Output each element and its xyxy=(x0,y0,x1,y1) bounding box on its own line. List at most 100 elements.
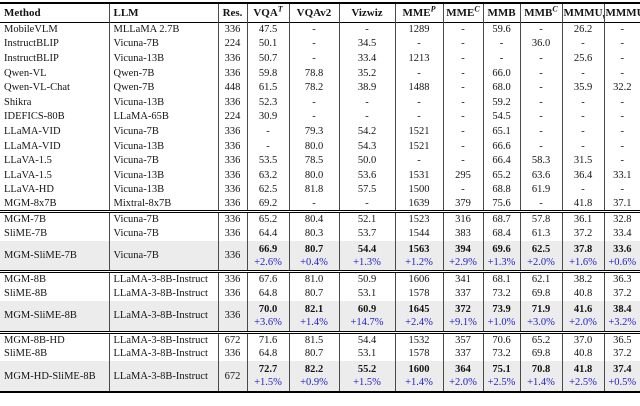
metric-delta: +1.4% xyxy=(527,377,555,389)
metric-cell: 52.1 xyxy=(338,211,395,227)
metric-value: 70.0 xyxy=(258,303,278,315)
metric-value: 1600 xyxy=(408,364,430,376)
method-cell: Shikra xyxy=(4,96,32,108)
table-row-mgm-8b: MGM-8B LLaMA-3-8B-Instruct 336 67.6 81.0 50.9… xyxy=(0,271,640,287)
metric-cell: - xyxy=(603,36,640,52)
metric-cell: 1578 xyxy=(394,346,443,362)
metric-cell: 1532 xyxy=(394,332,443,347)
resolution-cell: 336 xyxy=(217,197,247,212)
metric-cell: 53.5 xyxy=(246,153,289,168)
metric-value: 33.6 xyxy=(613,243,632,255)
metric-cell: - xyxy=(442,94,483,110)
table-row-shikra: Shikra Vicuna-13B 336 52.3- - - -59.2- - - xyxy=(0,94,640,110)
metric-value: 70.8 xyxy=(531,364,551,376)
metric-cell: 54.4 xyxy=(338,332,395,347)
table-row-slime-8b: SliME-8B LLaMA-3-8B-Instruct 336 64.8 80.7 53… xyxy=(0,346,640,362)
metric-cell: 50.1 xyxy=(246,36,289,52)
metric-delta: +2.0% xyxy=(569,316,597,328)
metric-cell: 69.8 xyxy=(519,346,562,362)
metric-cell: 59.2 xyxy=(482,94,520,110)
metric-cell: 41.8 xyxy=(561,197,604,212)
metric-value: 37.8 xyxy=(573,243,593,255)
metric-cell: 59.6 xyxy=(482,22,520,37)
metric-cell: - xyxy=(246,124,289,139)
col-header-label: MMB xyxy=(524,6,553,19)
metric-cell: - xyxy=(603,153,640,168)
metric-value: 73.9 xyxy=(492,303,511,315)
col-header-label: MMMU xyxy=(605,6,640,19)
llm-cell: Qwen-7B xyxy=(108,65,218,81)
metric-cell: - xyxy=(519,197,562,212)
table-row-mgm-8x7b: MGM-8x7B Mixtral-8x7B 336 69.2- -1639 379 75.6… xyxy=(0,197,640,212)
metric-cell: - xyxy=(519,65,562,81)
metric-delta: +1.4% xyxy=(405,377,433,389)
metric-cell: 372 +9.1% xyxy=(442,301,483,333)
method-cell: MobileVLM xyxy=(4,24,58,36)
table-row-instructblip: InstructBLIP Vicuna-7B 224 50.1-34.5- - -36.0… xyxy=(0,36,640,52)
metric-cell: - xyxy=(442,36,483,52)
metric-cell: 40.8 xyxy=(561,346,604,362)
metric-value: 41.6 xyxy=(573,303,593,315)
method-cell: MGM-7B xyxy=(4,214,47,226)
table-row-slime-7b: SliME-7B Vicuna-7B 336 64.4 80.3 53.7 1544 383 6… xyxy=(0,226,640,241)
metric-delta: +2.5% xyxy=(487,377,516,389)
benchmark-results-table: Method LLM Res. VQAT VQAv2 Vizwiz MMEP MMEC MMB M… xyxy=(0,2,640,394)
method-cell: LLaVA-1.5 xyxy=(4,155,52,167)
metric-cell: 26.2 xyxy=(561,22,604,37)
metric-cell: 69.6 +1.3% xyxy=(482,240,520,272)
llm-cell: LLaMA-3-8B-Instruct xyxy=(108,271,218,287)
resolution-cell: 336 xyxy=(217,138,247,154)
resolution-cell: 336 xyxy=(217,153,247,168)
metric-delta: +2.4% xyxy=(405,316,433,328)
col-header-mmep: MMEP xyxy=(394,3,443,22)
llm-cell: Qwen-7B xyxy=(108,80,218,95)
metric-cell: 65.2 xyxy=(519,332,562,347)
method-cell: InstructBLIP xyxy=(4,52,59,64)
metric-cell: 70.6 xyxy=(482,332,520,347)
metric-cell: 66.6 xyxy=(482,138,520,154)
metric-cell: 70.8 +1.4% xyxy=(519,361,562,393)
metric-cell: - xyxy=(519,80,562,95)
llm-cell: Vicuna-13B xyxy=(108,94,218,110)
table-group-2: MGM-7B Vicuna-7B 336 65.2 80.4 52.1 1523 316 68.… xyxy=(0,211,640,272)
metric-value: 1645 xyxy=(408,303,430,315)
results-table: Method LLM Res. VQAT VQAv2 Vizwiz MMEP MMEC MMB M… xyxy=(0,2,640,394)
metric-cell: 53.7 xyxy=(338,226,395,241)
metric-cell: 337 xyxy=(442,286,483,302)
method-cell: IDEFICS-80B xyxy=(4,111,65,123)
metric-cell: 63.2 xyxy=(246,167,289,183)
metric-cell: 52.3 xyxy=(246,94,289,110)
metric-cell: 70.0 +3.6% xyxy=(246,301,289,333)
metric-cell: - xyxy=(561,124,604,139)
metric-cell: 41.8 +2.5% xyxy=(561,361,604,393)
table-row-llama-vid: LLaMA-VID Vicuna-13B 336-80.0 54.3 1521-66.6… xyxy=(0,138,640,154)
resolution-cell: 336 xyxy=(217,182,247,198)
method-cell: LLaMA-VID xyxy=(4,140,61,152)
metric-cell: 80.7 +0.4% xyxy=(288,240,339,272)
resolution-cell: 336 xyxy=(217,124,247,139)
metric-cell: - xyxy=(561,182,604,198)
resolution-cell: 336 xyxy=(217,65,247,81)
method-cell: Qwen-VL-Chat xyxy=(4,82,70,94)
metric-delta: +1.4% xyxy=(300,316,328,328)
metric-cell: 71.9 +3.0% xyxy=(519,301,562,333)
method-cell: MGM-HD-SliME-8B xyxy=(0,361,109,393)
metric-cell: 41.6 +2.0% xyxy=(561,301,604,333)
col-header-label: VQAv2 xyxy=(296,6,332,19)
llm-cell: Vicuna-7B xyxy=(108,211,218,227)
metric-cell: 30.9 xyxy=(246,109,289,125)
metric-cell: 33.4 xyxy=(603,226,640,241)
col-header-llm: LLM xyxy=(108,3,218,22)
col-header-mmmuv: MMMUv xyxy=(561,3,604,22)
metric-value: 41.8 xyxy=(573,364,593,376)
metric-cell: - xyxy=(288,109,339,125)
metric-cell: 55.2 +1.5% xyxy=(338,361,395,393)
metric-cell: - xyxy=(394,65,443,81)
metric-cell: 38.9 xyxy=(338,80,395,95)
metric-cell: 80.7 xyxy=(288,346,339,362)
metric-cell: 82.1 +1.4% xyxy=(288,301,339,333)
resolution-cell: 224 xyxy=(217,109,247,125)
metric-cell: 1523 xyxy=(394,211,443,227)
metric-delta: +0.6% xyxy=(608,256,637,268)
table-row-mgm-hd-slime-8b: MGM-HD-SliME-8B LLaMA-3-8B-Instruct 672 72.… xyxy=(0,361,640,393)
